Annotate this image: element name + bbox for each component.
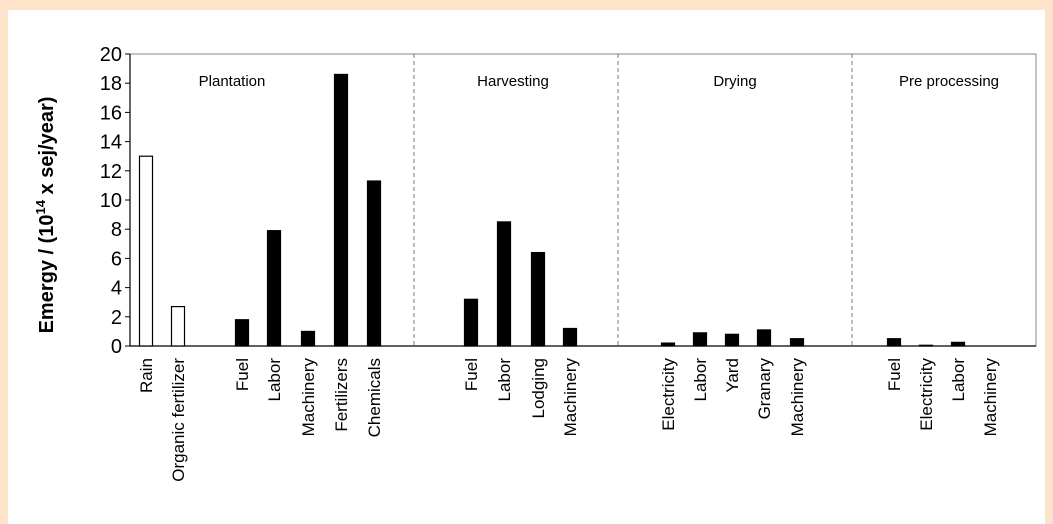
bar <box>886 338 902 347</box>
category-label: Rain <box>137 358 156 393</box>
y-tick-label: 16 <box>100 102 122 124</box>
category-label: Granary <box>755 358 774 420</box>
y-tick-label: 8 <box>111 219 122 241</box>
plot-area: 0 2 4 6 8 10 12 14 16 18 20 Plantation Harvesting Dry… <box>100 44 1037 482</box>
category-label: Labor <box>691 358 710 402</box>
bar <box>138 155 154 347</box>
bar <box>789 338 805 347</box>
section-label: Plantation <box>199 73 266 90</box>
chart-frame: 0 2 4 6 8 10 12 14 16 18 20 Plantation Harvesting Dry… <box>8 10 1045 524</box>
bar <box>333 73 349 347</box>
category-label: Fuel <box>233 358 252 391</box>
category-label: Yard <box>723 358 742 393</box>
bar <box>756 329 772 347</box>
y-tick-label: 4 <box>111 278 122 300</box>
bar <box>724 333 740 347</box>
section-label: Harvesting <box>477 73 549 90</box>
bar <box>660 342 676 347</box>
bar <box>918 344 934 347</box>
y-tick-label: 10 <box>100 190 122 212</box>
category-label: Chemicals <box>365 358 384 437</box>
section-label: Drying <box>713 73 756 90</box>
category-label: Fertilizers <box>332 358 351 432</box>
y-tick-label: 0 <box>111 336 122 358</box>
category-label: Machinery <box>788 358 807 437</box>
category-label: Machinery <box>981 358 1000 437</box>
category-label: Machinery <box>561 358 580 437</box>
category-label: Lodging <box>529 358 548 419</box>
section-label: Pre processing <box>899 73 999 90</box>
y-tick-label: 2 <box>111 307 122 329</box>
bar <box>950 341 966 347</box>
bar <box>530 251 546 347</box>
category-label: Fuel <box>885 358 904 391</box>
category-label: Electricity <box>659 358 678 431</box>
bar <box>234 319 250 347</box>
y-tick-label: 14 <box>100 132 122 154</box>
category-label: Electricity <box>917 358 936 431</box>
category-label: Organic fertilizer <box>169 358 188 482</box>
y-tick-label: 6 <box>111 248 122 270</box>
bar <box>463 298 479 347</box>
bar <box>300 330 316 347</box>
bar <box>562 327 578 347</box>
bar <box>266 230 282 347</box>
category-label: Labor <box>265 358 284 402</box>
bar <box>170 305 186 347</box>
category-label: Labor <box>495 358 514 402</box>
y-tick-label: 20 <box>100 44 122 66</box>
y-axis-label-superscript: 14 <box>33 199 48 214</box>
y-axis-label-main: Emergy / (10 <box>36 214 58 333</box>
y-axis-label-tail: x sej/year) <box>36 97 58 200</box>
y-tick-label: 18 <box>100 73 122 95</box>
category-label: Fuel <box>462 358 481 391</box>
category-label: Machinery <box>299 358 318 437</box>
y-tick-label: 12 <box>100 161 122 183</box>
bar <box>366 180 382 347</box>
bar <box>496 221 512 347</box>
category-label: Labor <box>949 358 968 402</box>
emergy-bar-chart: 0 2 4 6 8 10 12 14 16 18 20 Plantation Harvesting Dry… <box>33 44 1037 482</box>
plot-border <box>129 53 1037 347</box>
y-axis-label: Emergy / (1014 x sej/year) <box>33 97 58 334</box>
bar <box>692 332 708 347</box>
